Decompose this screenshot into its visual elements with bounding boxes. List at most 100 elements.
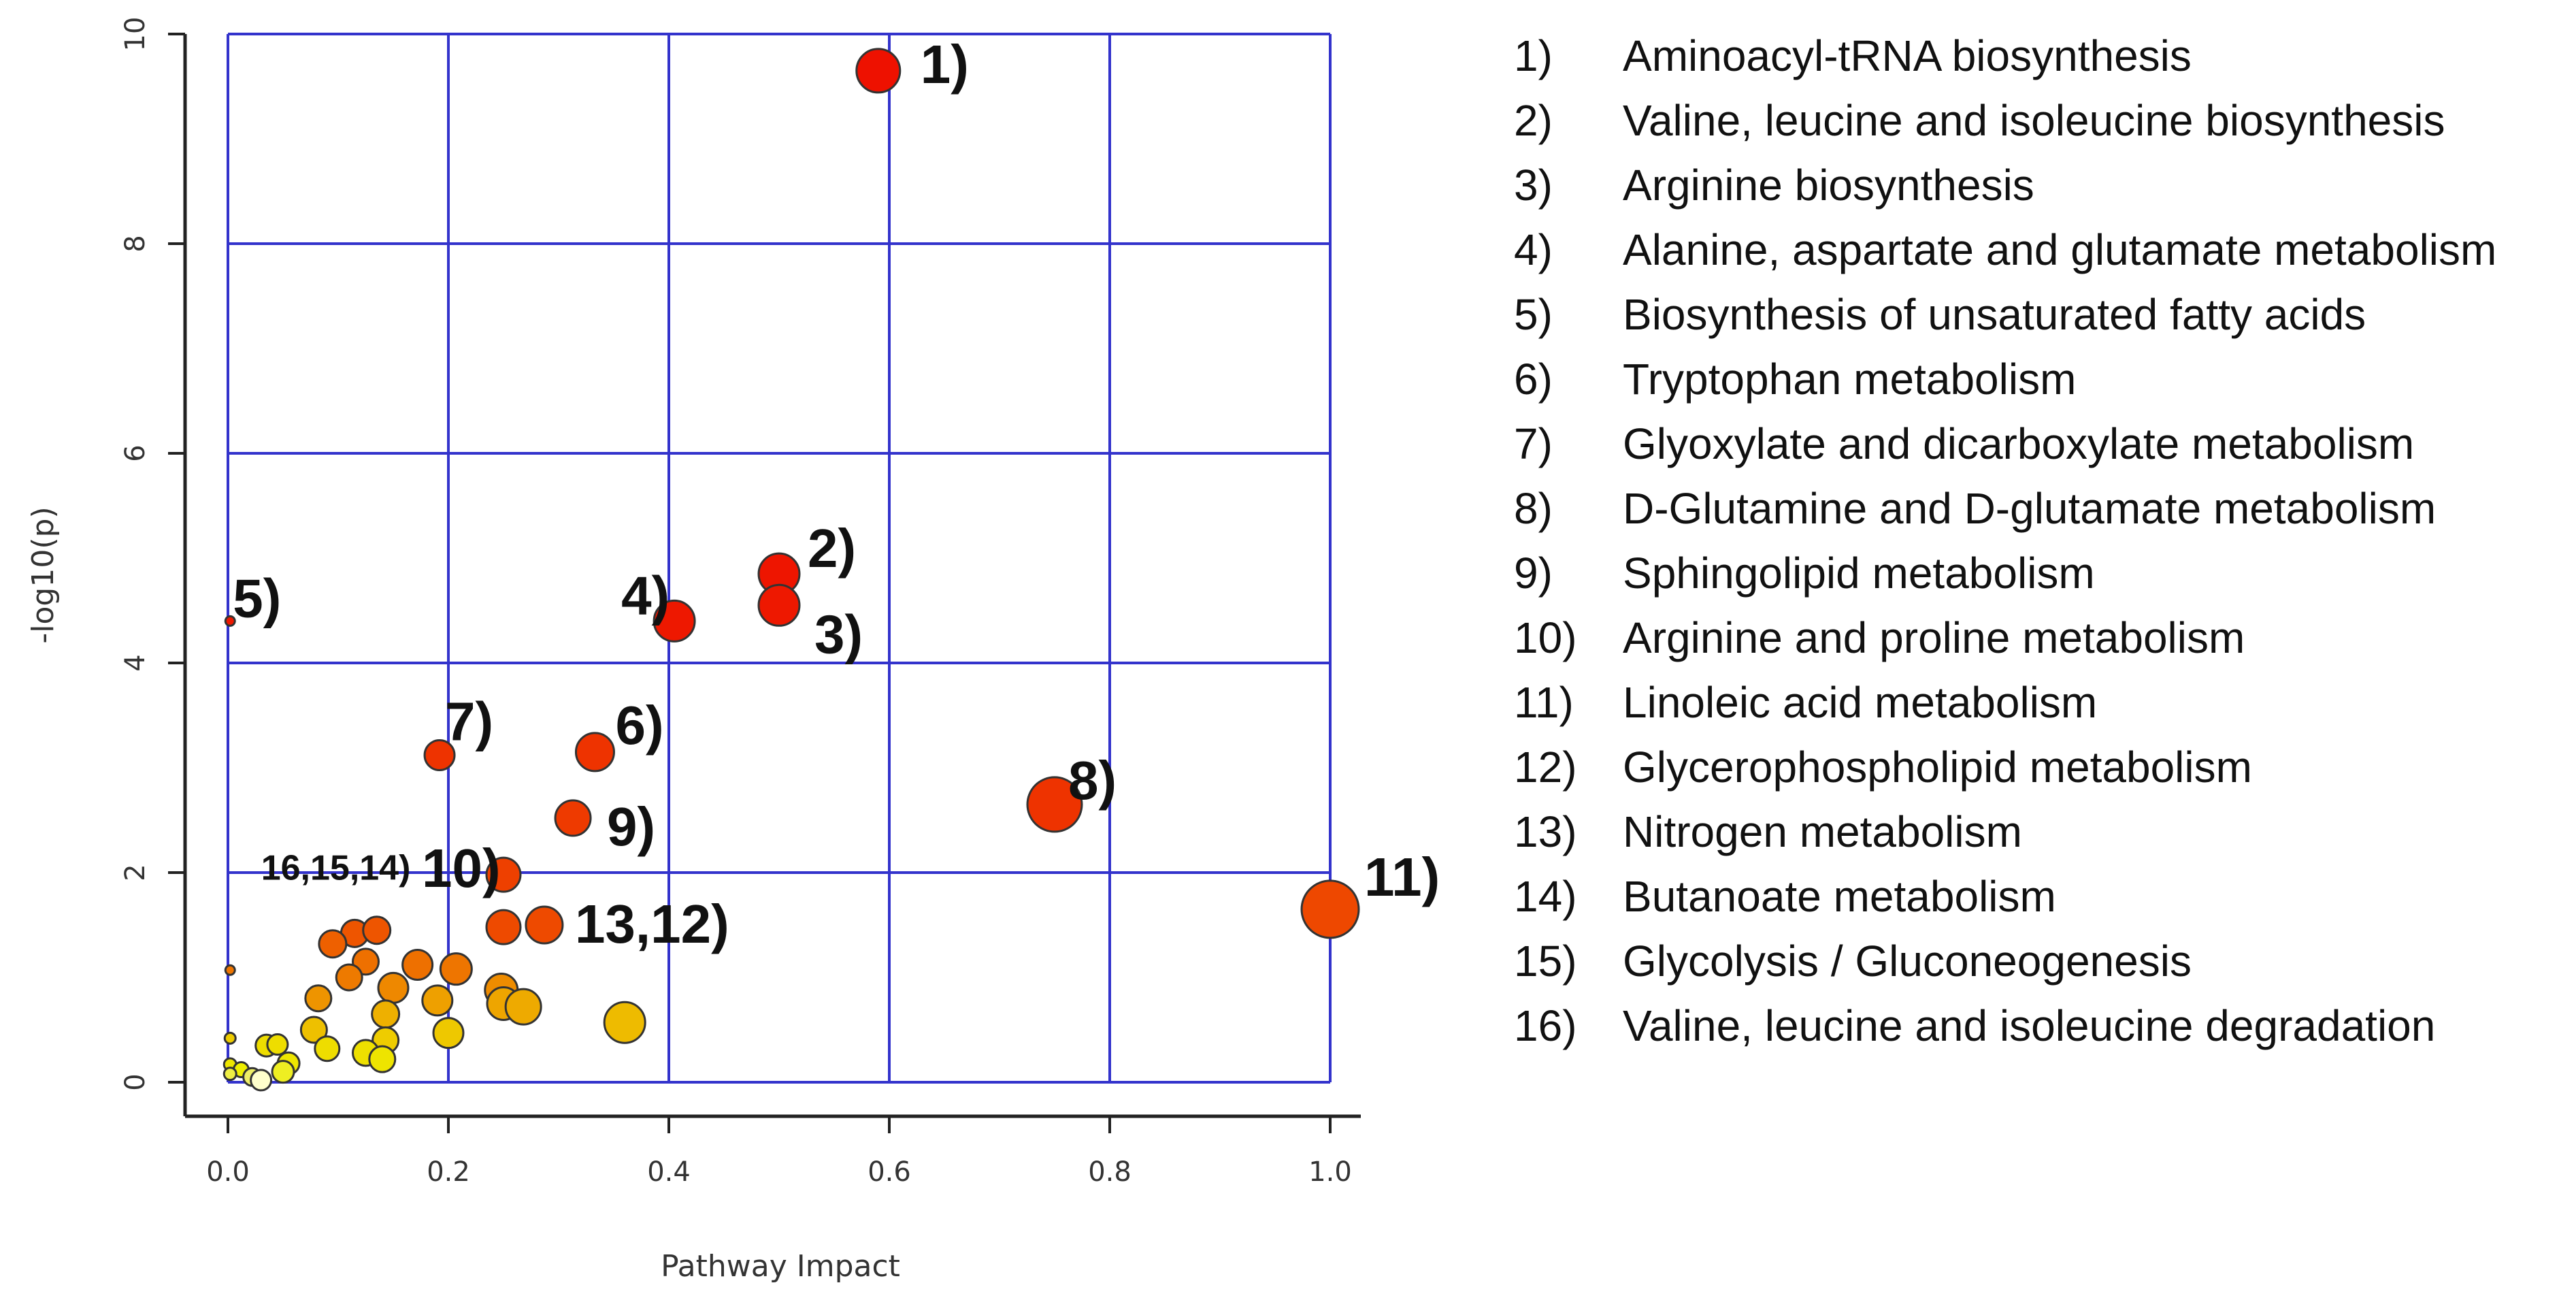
legend-item-name: Glyoxylate and dicarboxylate metabolism [1623,419,2415,468]
legend-item: 9) Sphingolipid metabolism [1514,541,2562,606]
axis-ticks: 0.0 0.2 0.4 0.6 0.8 1.0 0 2 4 6 8 10 [120,17,1352,1188]
legend-item-name: Aminoacyl-tRNA biosynthesis [1623,31,2192,80]
point-label: 16,15,14) [261,849,411,888]
data-point [439,952,473,986]
data-point [485,909,522,945]
legend-item-number: 1) [1514,31,1553,80]
legend-item: 12) Glycerophospholipid metabolism [1514,735,2562,800]
legend-item: 6) Tryptophan metabolism [1514,347,2562,412]
legend-item: 11) Linoleic acid metabolism [1514,670,2562,735]
point-label: 9) [607,796,655,857]
axes [183,34,1361,1118]
legend-item: 16) Valine, leucine and isoleucine degrad… [1514,994,2562,1058]
y-tick-label: 0 [120,1073,151,1090]
legend-item-name: Nitrogen metabolism [1623,807,2022,856]
legend-item-name: Glycolysis / Gluconeogenesis [1623,937,2192,986]
legend-item-number: 15) [1514,937,1577,986]
data-point-labeled [855,48,902,94]
data-point [603,1001,646,1044]
x-axis-title: Pathway Impact [661,1249,900,1284]
legend-item: 4) Alanine, aspartate and glutamate metab… [1514,218,2562,282]
data-point-labeled [423,739,456,772]
legend-item: 8) D-Glutamine and D-glutamate metabolism [1514,476,2562,541]
point-label: 8) [1068,750,1117,811]
legend-item-name: Glycerophospholipid metabolism [1623,743,2252,792]
grid-lines [227,33,1332,1084]
legend-item-number: 3) [1514,161,1553,210]
data-point [318,929,348,959]
point-labels: 1) 2) 3) 4) 5) 6) 7) 8) 9) 10) 11) 13,12) 16,15,14) [233,34,1440,954]
legend-item-name: Alanine, aspartate and glutamate metabol… [1623,225,2497,274]
legend-item-name: Arginine biosynthesis [1623,161,2034,210]
data-point-labeled [574,732,615,773]
point-label: 7) [445,692,493,752]
data-point-labeled [653,599,696,643]
legend-item: 15) Glycolysis / Gluconeogenesis [1514,929,2562,994]
point-label: 13,12) [575,894,729,954]
data-point-labeled [525,905,564,945]
data-point [314,1035,341,1062]
data-point-labeled [1300,879,1360,939]
data-point [377,971,410,1004]
legend-item-number: 13) [1514,807,1577,856]
y-axis-title: -log10(p) [26,506,61,643]
point-label: 2) [808,518,856,579]
x-tick-label: 0.8 [1088,1156,1132,1188]
x-tick-label: 0.2 [427,1156,470,1188]
legend-item: 14) Butanoate metabolism [1514,864,2562,929]
legend-item: 1) Aminoacyl-tRNA biosynthesis [1514,24,2562,88]
y-tick-label: 10 [120,17,151,52]
x-tick-label: 0.4 [647,1156,691,1188]
point-label: 3) [814,604,863,664]
legend-item: 7) Glyoxylate and dicarboxylate metabolis… [1514,412,2562,476]
data-point [401,949,434,981]
legend-item-number: 10) [1514,613,1577,662]
data-point-labeled [554,799,592,837]
y-tick-label: 2 [120,864,151,881]
data-point-labeled [757,583,801,627]
legend-item-name: Butanoate metabolism [1623,872,2056,921]
data-point [421,984,454,1017]
legend-item-number: 16) [1514,1001,1577,1050]
data-point [222,1067,237,1082]
y-tick-label: 8 [120,235,151,252]
legend-item-name: Sphingolipid metabolism [1623,549,2095,598]
point-label: 10) [422,838,501,898]
pathway-legend: 1) Aminoacyl-tRNA biosynthesis 2) Valine, l… [1514,24,2562,1058]
legend-item-name: Linoleic acid metabolism [1623,678,2098,727]
data-point [371,999,401,1029]
legend-item-number: 5) [1514,290,1553,339]
legend-item: 13) Nitrogen metabolism [1514,800,2562,864]
x-tick-label: 0.0 [206,1156,250,1188]
legend-item: 5) Biosynthesis of unsaturated fatty acid… [1514,282,2562,347]
legend-item-number: 14) [1514,872,1577,921]
x-tick-label: 1.0 [1308,1156,1352,1188]
data-point [432,1017,465,1050]
data-point-labeled [1026,776,1083,833]
data-point [271,1060,295,1084]
legend-item-number: 9) [1514,549,1553,598]
legend-item-number: 8) [1514,484,1553,533]
legend-item-number: 11) [1514,678,1574,727]
data-point-labeled [224,615,236,627]
data-point [368,1045,397,1073]
legend-item-number: 7) [1514,419,1553,468]
legend-item-name: Valine, leucine and isoleucine biosynthe… [1623,96,2445,145]
data-point [224,964,236,976]
legend-item: 10) Arginine and proline metabolism [1514,606,2562,670]
data-point [266,1033,289,1056]
data-point [504,988,542,1026]
point-label: 5) [233,568,281,628]
legend-item-name: D-Glutamine and D-glutamate metabolism [1623,484,2437,533]
x-tick-label: 0.6 [868,1156,911,1188]
legend-item: 3) Arginine biosynthesis [1514,153,2562,218]
legend-item-number: 6) [1514,355,1553,404]
point-label: 4) [621,565,670,626]
data-point-labeled [485,856,522,893]
legend-item-name: Biosynthesis of unsaturated fatty acids [1623,290,2366,339]
legend-item-name: Tryptophan metabolism [1623,355,2077,404]
legend-item-name: Arginine and proline metabolism [1623,613,2245,662]
data-point [299,1016,328,1044]
data-point [304,984,333,1013]
